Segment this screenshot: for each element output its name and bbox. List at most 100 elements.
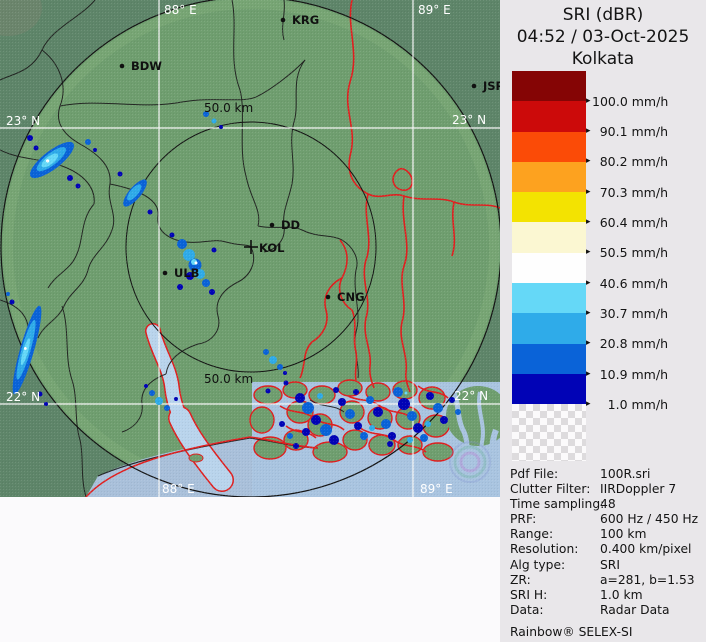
station-name: Kolkata (571, 49, 635, 69)
radar-site-cross (244, 240, 258, 254)
city-dot-cng (325, 294, 331, 300)
city-label-dd: DD (281, 218, 300, 232)
legend-row: ▸ 30.7 mm/h (586, 306, 696, 321)
metadata-value: SRI (600, 557, 620, 572)
legend-value: 40.6 mm/h (599, 276, 668, 291)
metadata-row: Resolution: 0.400 km/pixel (510, 542, 706, 557)
metadata-row: Time sampling: 48 (510, 497, 706, 512)
legend-swatch-30.7 (512, 283, 586, 314)
legend-row: ▸ 10.9 mm/h (586, 367, 696, 382)
legend-value: 100.0 mm/h (592, 94, 669, 109)
legend-swatch-20.8 (512, 313, 586, 344)
legend-swatch-60.4 (512, 192, 586, 223)
lon-label-bottom-left: 88° E (162, 482, 195, 496)
city-dot-krg (280, 17, 286, 23)
metadata-value: 600 Hz / 450 Hz (600, 512, 699, 527)
legend-tick-arrow: ▸ (586, 338, 591, 348)
city-dot-jsr (471, 83, 477, 89)
legend-swatch-10.9 (512, 343, 586, 374)
legend-value: 90.1 mm/h (599, 124, 668, 139)
radar-map-canvas: BDW KRG JSR DD KOL ULB CNG 50.0 km 50.0 … (0, 0, 510, 498)
legend-value: 60.4 mm/h (599, 215, 668, 230)
metadata-label: Resolution: (510, 542, 579, 557)
metadata-label: Range: (510, 527, 554, 542)
legend-swatch-1.0 (512, 373, 586, 405)
legend-tick-arrow: ▸ (586, 187, 591, 197)
lat-label-right-bottom: 22° N (454, 389, 488, 403)
radar-map: BDW KRG JSR DD KOL ULB CNG 50.0 km 50.0 … (0, 0, 510, 498)
metadata-value: IIRDoppler 7 (600, 482, 677, 497)
city-dot-ulb (162, 270, 168, 276)
scan-timestamp: 04:52 / 03-Oct-2025 (516, 27, 690, 47)
legend-swatch-100.0 (512, 71, 586, 102)
legend-row: ▸ 90.1 mm/h (586, 124, 696, 139)
city-dot-bdw (119, 63, 125, 69)
city-label-ulb: ULB (174, 266, 199, 280)
lon-label-top-right: 89° E (418, 3, 451, 17)
metadata-value: 100R.sri (600, 467, 651, 481)
legend-tick-arrow: ▸ (586, 217, 591, 227)
city-label-cng: CNG (337, 290, 365, 304)
legend-row: ▸ 80.2 mm/h (586, 154, 696, 169)
lon-label-bottom-right: 89° E (420, 482, 453, 496)
legend-value: 10.9 mm/h (599, 367, 668, 382)
legend-tick-arrow: ▸ (586, 278, 591, 288)
legend-row: ▸ 70.3 mm/h (586, 185, 696, 200)
city-label-bdw: BDW (131, 59, 162, 73)
lat-label-right-top: 23° N (452, 113, 486, 127)
legend-value: 50.5 mm/h (599, 245, 668, 260)
lon-label-top-left: 88° E (164, 3, 197, 17)
metadata-row: Data: Radar Data (510, 603, 706, 618)
metadata-label: Data: (510, 602, 544, 617)
legend-tick-arrow: ▸ (586, 399, 591, 409)
legend-value: 70.3 mm/h (599, 185, 668, 200)
legend-swatch-transparent (512, 404, 586, 462)
metadata-row: ZR: a=281, b=1.53 (510, 573, 706, 588)
metadata-label: Time sampling: (510, 497, 605, 512)
legend-row: ▸ 20.8 mm/h (586, 336, 696, 351)
product-title: SRI (dBR) (562, 5, 644, 25)
legend-swatch-70.3 (512, 161, 586, 193)
legend-tick-arrow: ▸ (586, 126, 591, 136)
software-brand: Rainbow® SELEX-SI (510, 624, 633, 639)
legend-tick-arrow: ▸ (586, 369, 591, 379)
metadata-row: Range: 100 km (510, 527, 706, 542)
metadata-value: 1.0 km (600, 587, 643, 602)
legend-swatch-40.6 (512, 252, 586, 284)
legend-colorbar (512, 71, 586, 462)
metadata-label: SRI H: (510, 587, 548, 602)
legend-row: ▸ 50.5 mm/h (586, 245, 696, 260)
legend-value: 30.7 mm/h (599, 306, 668, 321)
city-label-kol: KOL (259, 241, 285, 255)
legend-tick-arrow: ▸ (586, 308, 591, 318)
legend-row: ▸ 100.0 mm/h (586, 94, 696, 109)
legend-row: ▸ 60.4 mm/h (586, 215, 696, 230)
range-label-north: 50.0 km (204, 101, 253, 115)
legend-swatch-80.2 (512, 131, 586, 162)
info-panel: SRI (dBR) 04:52 / 03-Oct-2025 Kolkata ▸ 1… (500, 0, 706, 642)
city-dot-dd (269, 222, 275, 228)
legend-value: 1.0 mm/h (607, 397, 668, 412)
metadata-value: 48 (600, 497, 616, 512)
metadata-value: 0.400 km/pixel (600, 542, 692, 557)
metadata-row: Clutter Filter: IIRDoppler 7 (510, 482, 706, 497)
range-label-south: 50.0 km (204, 372, 253, 386)
legend-value: 20.8 mm/h (599, 336, 668, 351)
city-markers: BDW KRG JSR DD KOL ULB CNG (119, 13, 505, 304)
legend-row: ▸ 1.0 mm/h (586, 397, 696, 412)
dither-texture (0, 0, 500, 497)
legend-swatch-90.1 (512, 101, 586, 132)
city-label-jsr: JSR (482, 79, 500, 93)
metadata-row: Alg type: SRI (510, 558, 706, 573)
metadata-row: PRF: 600 Hz / 450 Hz (510, 512, 706, 527)
metadata-table: Pdf File: 100R.sri Clutter Filter: IIRDopp… (510, 467, 706, 640)
metadata-label: Clutter Filter: (510, 482, 591, 497)
legend-value: 80.2 mm/h (599, 154, 668, 169)
lat-label-left-bottom: 22° N (6, 390, 40, 404)
metadata-value: a=281, b=1.53 (600, 572, 695, 587)
metadata-label: Alg type: (510, 557, 566, 572)
legend-row: ▸ 40.6 mm/h (586, 276, 696, 291)
legend-tick-arrow: ▸ (586, 96, 591, 106)
metadata-value: Radar Data (600, 602, 670, 617)
